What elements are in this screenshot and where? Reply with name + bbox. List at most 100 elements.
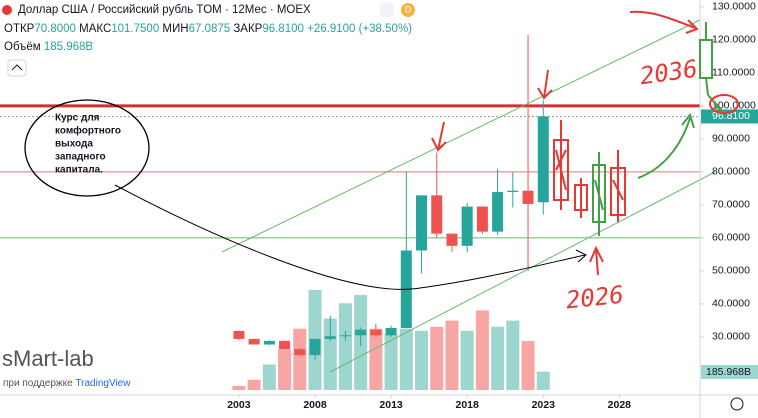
credit: при поддержке TradingView: [3, 378, 131, 389]
hand-circle: [709, 94, 739, 114]
hand-arrow: [637, 112, 695, 179]
hand-candle: [610, 150, 626, 222]
y-tick-label: 100.0000: [712, 100, 756, 112]
y-tick-label: 90.0000: [712, 133, 750, 145]
y-tick-label: 30.0000: [712, 331, 750, 343]
candle-body: [279, 340, 291, 350]
y-tick-label: 60.0000: [712, 232, 750, 244]
volume-bar: [430, 326, 444, 390]
volume-bar: [460, 330, 474, 390]
candle-body: [431, 195, 443, 234]
note-line: выхода: [55, 139, 93, 150]
candle-body: [339, 335, 351, 337]
y-tick-label: 120.0000: [712, 34, 756, 46]
volume-bar: [506, 320, 520, 390]
hand-candle: [553, 120, 569, 210]
hand-arrow: [431, 121, 447, 152]
volume-bar: [293, 328, 307, 390]
volume-bar: [445, 320, 459, 390]
ohlc-row: ОТКР70.8000 МАКС101.7500 МИН67.0875 ЗАКР…: [4, 23, 412, 35]
volume-bar: [399, 328, 413, 390]
candle-body: [309, 338, 321, 356]
last-price-box: [701, 109, 758, 124]
volume-bar: [384, 333, 398, 390]
hand-arrow: [589, 245, 604, 276]
candle-body: [233, 330, 245, 339]
change-value: +26.9100 (+38.50%): [307, 23, 412, 35]
candle-body: [263, 340, 275, 345]
last-volume-label: 185.968B: [706, 366, 751, 378]
x-tick-label: 2023: [532, 399, 556, 411]
volume-bar: [536, 371, 550, 390]
x-tick-label: 2028: [608, 399, 632, 411]
volume-bar: [338, 303, 352, 390]
eye-button[interactable]: [380, 3, 394, 17]
candle-body: [461, 206, 473, 246]
volume-bar: [278, 349, 292, 390]
candle-body: [507, 190, 519, 193]
symbol-title: Доллар США / Российский рубль TOM · 12Ме…: [18, 4, 311, 16]
candle-body: [537, 116, 549, 203]
channel-lower: [329, 171, 716, 373]
x-tick-label: 2008: [303, 399, 327, 411]
candle-body: [355, 329, 367, 336]
note-line: западного: [55, 152, 106, 163]
channel-upper: [221, 19, 701, 253]
x-tick-label: 2018: [455, 399, 479, 411]
note-line: Курс для: [55, 113, 100, 124]
volume-bar: [475, 310, 489, 390]
high-label: МАКС: [79, 23, 111, 35]
candle-body: [492, 192, 504, 232]
volume-bar: [369, 328, 383, 390]
hand-arrow: [537, 69, 553, 100]
volume-bar: [247, 379, 261, 390]
volume-bar: [232, 385, 246, 390]
candle-body: [294, 349, 306, 356]
note-bubble: [24, 99, 150, 197]
candle-body: [522, 190, 534, 204]
symbol-icon: [2, 5, 12, 15]
settings-button[interactable]: [730, 397, 744, 411]
note-arrow: [114, 184, 586, 290]
note-arrowhead: [575, 249, 587, 263]
volume-value: 185.968B: [44, 41, 94, 53]
candle-body: [476, 206, 488, 232]
volume-bar: [491, 326, 505, 390]
y-tick-label: 50.0000: [712, 265, 750, 277]
axes: 30.0000 40.0000 50.0000 60.0000 70.0000 80.00…: [227, 1, 758, 411]
hand-arrow: [629, 10, 699, 34]
candle-body: [416, 195, 428, 251]
y-tick-label: 80.0000: [712, 166, 750, 178]
hand-candle: [574, 178, 588, 218]
note-line: капитала.: [55, 165, 103, 176]
annotation-2026: 2026: [565, 281, 625, 315]
last-volume-box: [701, 365, 758, 379]
low-label: МИН: [162, 23, 188, 35]
candle-body: [324, 336, 336, 339]
plot-area: [0, 34, 700, 390]
delay-badge[interactable]: [401, 3, 415, 17]
volume-bar: [262, 364, 276, 390]
volume-label: Объём: [4, 41, 41, 53]
credit-brand[interactable]: TradingView: [75, 378, 131, 389]
x-tick-label: 2013: [379, 399, 403, 411]
x-tick-label: 2003: [227, 399, 251, 411]
close-label: ЗАКР: [233, 23, 262, 35]
collapse-button[interactable]: [7, 59, 27, 77]
watermark: sMart-lab: [2, 346, 94, 371]
volume-row: Объём 185.968B: [4, 41, 93, 53]
candle-body: [370, 329, 382, 336]
hand-candle: [592, 152, 606, 236]
credit-text: при поддержке: [3, 378, 73, 389]
y-tick-label: 70.0000: [712, 199, 750, 211]
hand-candle: [699, 22, 713, 96]
open-label: ОТКР: [4, 23, 35, 35]
collapse-icon: [11, 64, 23, 71]
y-tick-label: 110.0000: [712, 67, 755, 79]
hand-drawings: [431, 10, 739, 276]
high-value: 101.7500: [111, 23, 159, 35]
y-tick-label: 130.0000: [712, 1, 756, 13]
candle-body: [248, 338, 260, 345]
